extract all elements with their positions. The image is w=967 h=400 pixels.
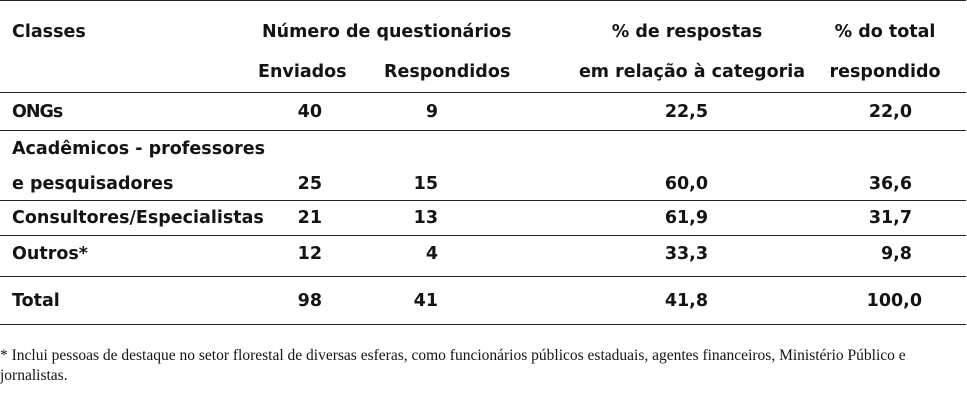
row-label-academicos-line1: Acadêmicos - professores [12, 139, 266, 159]
cell-pct-categoria: 60,0 [664, 174, 708, 194]
cell-enviados: 21 [297, 208, 322, 228]
table-bottom-rule [0, 324, 966, 325]
header-numero-questionarios: Número de questionários [262, 22, 512, 42]
cell-pct-total: 36,6 [868, 174, 912, 194]
total-pct-categoria: 41,8 [664, 291, 708, 311]
cell-pct-categoria: 33,3 [664, 244, 708, 264]
row-divider [0, 130, 966, 131]
cell-pct-categoria: 22,5 [664, 102, 708, 122]
header-pct-respostas-line1: % de respostas [611, 22, 763, 42]
row-label-academicos-line2: e pesquisadores [12, 174, 174, 194]
row-divider [0, 200, 966, 201]
cell-respondidos: 13 [413, 208, 438, 228]
cell-respondidos: 4 [425, 244, 438, 264]
survey-table: Classes Número de questionários Enviados… [0, 0, 966, 325]
header-bottom-rule [0, 92, 966, 93]
row-label-outros: Outros* [12, 244, 88, 264]
cell-enviados: 25 [297, 174, 322, 194]
cell-respondidos: 15 [413, 174, 438, 194]
total-top-rule [0, 276, 966, 277]
total-enviados: 98 [297, 291, 322, 311]
row-divider [0, 235, 966, 236]
header-respondidos: Respondidos [384, 62, 511, 82]
total-respondidos: 41 [413, 291, 438, 311]
cell-enviados: 12 [297, 244, 322, 264]
table-top-rule [0, 0, 966, 1]
cell-pct-total: 31,7 [868, 208, 912, 228]
cell-pct-total: 9,8 [880, 244, 912, 264]
footnote: * Inclui pessoas de destaque no setor fl… [0, 347, 906, 384]
cell-enviados: 40 [297, 102, 322, 122]
row-label-consultores: Consultores/Especialistas [12, 208, 264, 228]
cell-pct-total: 22,0 [868, 102, 912, 122]
header-classes: Classes [12, 22, 86, 42]
total-pct-total: 100,0 [866, 291, 922, 311]
cell-pct-categoria: 61,9 [664, 208, 708, 228]
header-enviados: Enviados [258, 62, 347, 82]
header-pct-respostas-line2: em relação à categoria [578, 62, 806, 82]
row-label-total: Total [12, 291, 60, 311]
row-label-ongs: ONGs [12, 102, 63, 122]
cell-respondidos: 9 [425, 102, 438, 122]
header-pct-total-line1: % do total [834, 22, 936, 42]
header-pct-total-line2: respondido [829, 62, 941, 82]
